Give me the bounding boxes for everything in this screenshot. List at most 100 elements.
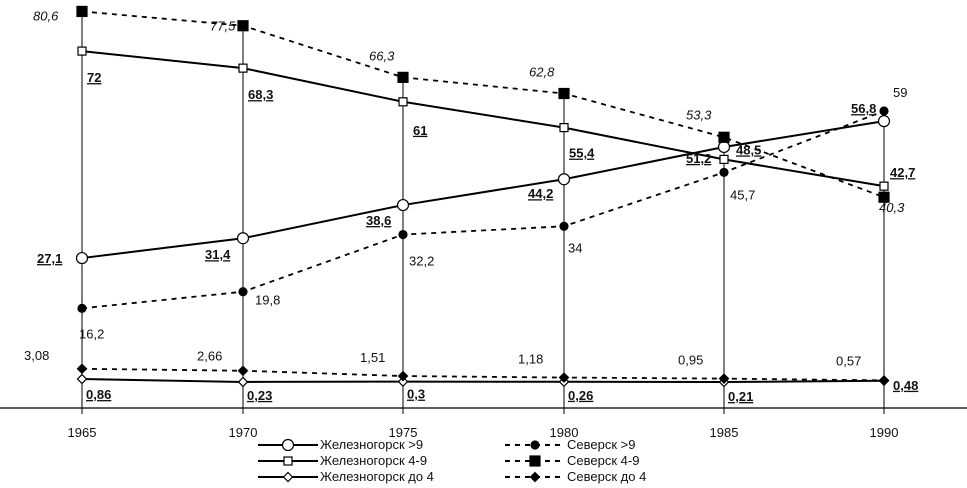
data-label-s3-1985: 45,7 (730, 187, 755, 202)
marker-s1-1985 (719, 154, 729, 165)
marker-s4-1970 (237, 20, 249, 32)
data-label-s2-1975: 0,3 (407, 387, 425, 402)
data-label-s5-1965: 3,08 (24, 348, 49, 363)
legend-marker-3 (530, 440, 540, 450)
legend-marker-1 (283, 456, 293, 466)
marker-s3-1970 (238, 287, 248, 297)
series-line-0 (81, 120, 885, 260)
data-label-s4-1965: 80,6 (33, 8, 59, 23)
marker-s2-1975 (397, 376, 409, 387)
data-label-s5-1970: 2,66 (197, 349, 222, 364)
x-tick-label-1975: 1975 (389, 425, 418, 440)
series-lines (81, 10, 885, 384)
legend-marker-5 (529, 471, 541, 483)
marker-s5-1975 (397, 370, 409, 382)
data-label-s0-1975: 38,6 (366, 213, 391, 228)
marker-s0-1970 (236, 232, 250, 245)
marker-s5-1970 (237, 365, 249, 377)
data-label-s1-1975: 61 (413, 123, 427, 138)
data-label-s1-1980: 55,4 (569, 146, 595, 161)
data-label-s0-1970: 31,4 (205, 247, 231, 262)
marker-s4-1985 (718, 131, 730, 143)
legend-label-4: Северск 4-9 (567, 453, 639, 468)
marker-s3-1990 (879, 106, 889, 116)
marker-s0-1990 (877, 115, 891, 128)
marker-s2-1970 (237, 376, 249, 388)
legend-marker-2 (282, 471, 294, 483)
marker-s3-1975 (398, 229, 408, 240)
x-axis-ticks: 1965 1970 1975 1980 1985 1990 (68, 408, 899, 440)
x-tick-label-1970: 1970 (229, 425, 258, 440)
marker-s2-1965 (76, 373, 88, 385)
data-label-s2-1965: 0,86 (86, 387, 111, 402)
data-label-s0-1985: 51,2 (686, 151, 711, 166)
x-tick-label-1980: 1980 (550, 425, 579, 440)
series-line-5 (81, 367, 885, 382)
marker-s1-1965 (77, 46, 87, 56)
data-label-s2-1970: 0,23 (247, 388, 272, 403)
marker-s0-1965 (75, 251, 89, 265)
data-label-s0-1990: 56,8 (851, 101, 876, 116)
marker-s4-1975 (397, 71, 409, 83)
data-label-s3-1980: 34 (568, 240, 582, 255)
marker-s4-1980 (558, 87, 570, 100)
series-line-3 (81, 110, 885, 310)
marker-s1-1975 (398, 97, 408, 107)
data-label-s0-1980: 44,2 (528, 186, 553, 201)
series-markers (75, 5, 891, 388)
x-tick-label-1965: 1965 (68, 425, 97, 440)
marker-s5-1990 (878, 375, 890, 386)
data-labels: 27,1 31,4 38,6 44,2 51,2 56,8 72 68,3 61 55,4 48,5… (24, 8, 918, 404)
data-label-s5-1985: 0,95 (678, 353, 703, 368)
legend-marker-4 (529, 455, 541, 467)
data-label-s1-1985: 48,5 (736, 142, 761, 157)
marker-s0-1975 (396, 198, 410, 212)
data-label-s4-1990: 40,3 (879, 200, 905, 215)
legend-marker-0 (281, 438, 295, 452)
legend-label-2: Железногорск до 4 (320, 469, 434, 484)
marker-s3-1985 (719, 167, 729, 177)
x-tick-label-1985: 1985 (710, 425, 739, 440)
data-label-s1-1970: 68,3 (248, 87, 273, 102)
marker-s3-1980 (559, 221, 569, 231)
series-line-4 (81, 10, 885, 199)
vertical-guides (81, 11, 885, 408)
marker-s5-1980 (558, 372, 570, 383)
data-label-s3-1975: 32,2 (409, 254, 434, 269)
marker-s4-1965 (76, 5, 88, 18)
marker-s3-1965 (77, 303, 87, 313)
marker-s0-1980 (557, 173, 571, 186)
data-label-s5-1980: 1,18 (518, 352, 543, 367)
data-label-s1-1990: 42,7 (890, 165, 915, 180)
series-line-1 (81, 50, 885, 188)
data-label-s1-1965: 72 (87, 70, 101, 85)
series-line-2 (81, 378, 885, 384)
marker-s1-1990 (879, 181, 889, 191)
marker-s5-1985 (718, 373, 730, 384)
marker-s4-1990 (878, 191, 890, 203)
data-label-s4-1980: 62,8 (529, 64, 555, 79)
data-label-s0-1965: 27,1 (37, 251, 62, 266)
legend-label-1: Железногорск 4-9 (320, 453, 427, 468)
data-label-s2-1980: 0,26 (568, 388, 593, 403)
data-label-s3-1965: 16,2 (79, 326, 104, 341)
data-label-s4-1970: 77,5 (210, 19, 236, 34)
data-label-s4-1985: 53,3 (686, 107, 712, 122)
data-label-s3-1990: 59 (893, 85, 907, 100)
data-label-s4-1975: 66,3 (369, 48, 395, 63)
data-label-s3-1970: 19,8 (255, 293, 280, 308)
legend-label-5: Северск до 4 (567, 469, 646, 484)
marker-s0-1985 (717, 140, 731, 154)
x-tick-label-1990: 1990 (870, 425, 899, 440)
data-label-s2-1990: 0,48 (893, 378, 918, 393)
marker-s1-1980 (559, 123, 569, 133)
legend-label-0: Железногорск >9 (320, 437, 423, 452)
marker-s1-1970 (238, 63, 248, 73)
data-label-s2-1985: 0,21 (728, 389, 753, 404)
legend-label-3: Северск >9 (567, 437, 635, 452)
data-label-s5-1975: 1,51 (360, 350, 385, 365)
marker-s5-1965 (76, 363, 88, 375)
data-label-s5-1990: 0,57 (836, 353, 861, 368)
